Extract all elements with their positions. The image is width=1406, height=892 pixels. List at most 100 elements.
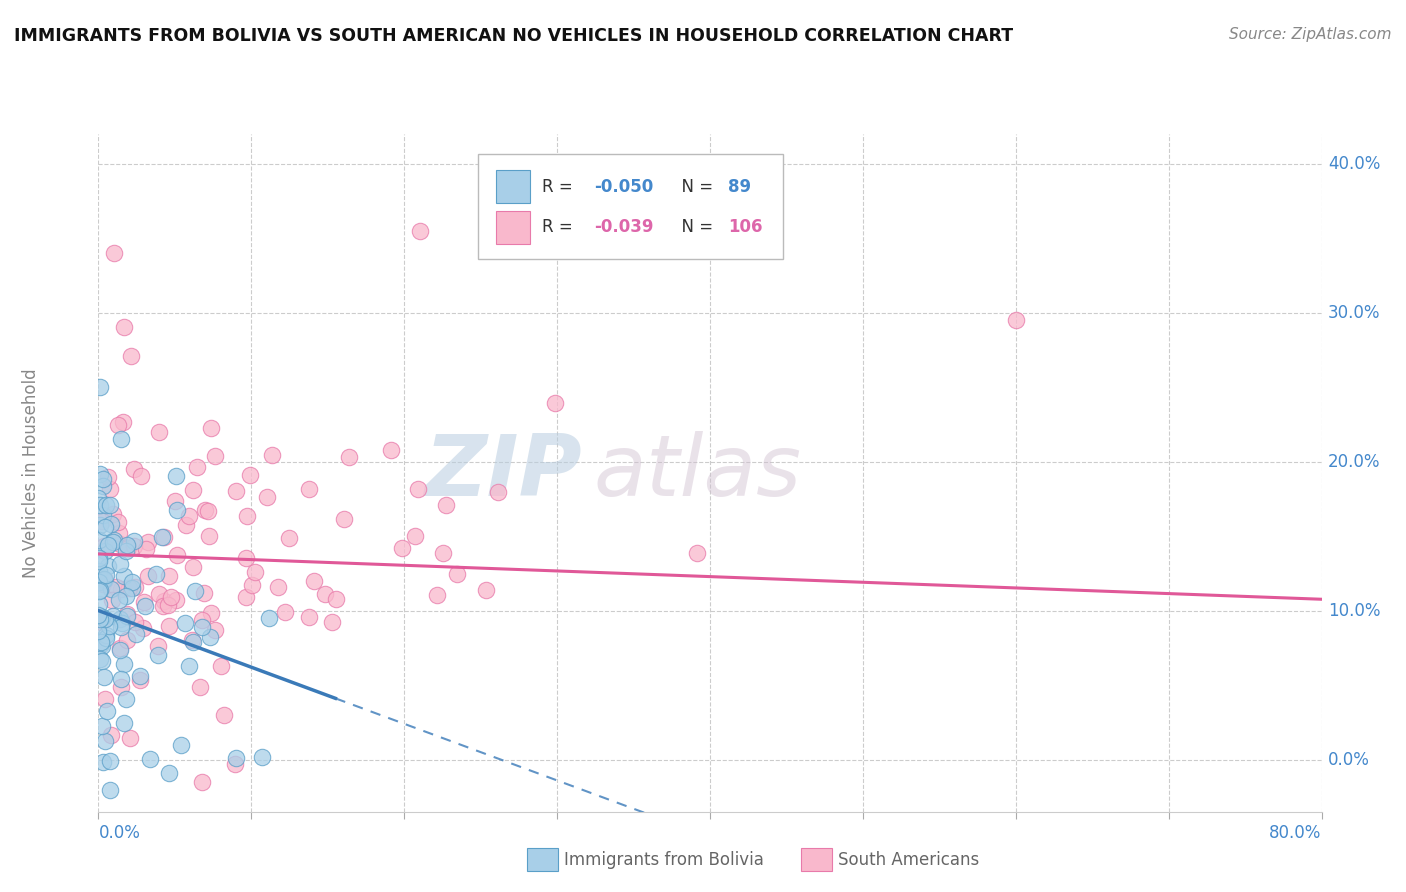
- Point: [124, 615, 146, 630]
- Point: [124, 580, 146, 594]
- Point: [94, 568, 117, 582]
- Point: [87, 533, 110, 548]
- Point: [128, 669, 150, 683]
- Text: Source: ZipAtlas.com: Source: ZipAtlas.com: [1229, 27, 1392, 42]
- Text: 106: 106: [728, 219, 763, 236]
- Text: IMMIGRANTS FROM BOLIVIA VS SOUTH AMERICAN NO VEHICLES IN HOUSEHOLD CORRELATION C: IMMIGRANTS FROM BOLIVIA VS SOUTH AMERICA…: [14, 27, 1014, 45]
- Point: [89, 582, 111, 597]
- Point: [132, 621, 155, 635]
- Point: [200, 421, 222, 435]
- Point: [115, 544, 138, 558]
- Point: [380, 443, 402, 458]
- Point: [132, 595, 155, 609]
- Point: [148, 587, 170, 601]
- Point: [110, 537, 132, 551]
- Point: [176, 518, 198, 533]
- Point: [186, 459, 208, 474]
- Point: [125, 627, 148, 641]
- Point: [94, 631, 117, 645]
- Point: [94, 520, 117, 534]
- Point: [160, 590, 183, 604]
- Text: South Americans: South Americans: [838, 851, 979, 869]
- Point: [135, 541, 157, 556]
- Point: [89, 612, 111, 626]
- Point: [107, 515, 129, 529]
- Point: [87, 624, 110, 638]
- Point: [103, 533, 125, 548]
- Point: [110, 620, 132, 634]
- Point: [93, 670, 115, 684]
- Point: [117, 541, 139, 555]
- Point: [432, 546, 454, 560]
- Point: [177, 659, 200, 673]
- Point: [117, 607, 139, 622]
- Point: [97, 559, 120, 574]
- Point: [112, 319, 135, 334]
- FancyBboxPatch shape: [478, 154, 783, 260]
- Point: [129, 469, 152, 483]
- Point: [115, 590, 138, 604]
- Point: [122, 534, 145, 549]
- Point: [108, 525, 131, 540]
- Point: [98, 619, 121, 633]
- Point: [156, 599, 179, 613]
- Text: 30.0%: 30.0%: [1327, 303, 1381, 322]
- Point: [97, 469, 120, 483]
- Point: [101, 508, 124, 522]
- Point: [110, 432, 132, 446]
- Point: [170, 738, 193, 752]
- Point: [333, 511, 356, 525]
- Point: [200, 631, 222, 645]
- Point: [224, 757, 246, 772]
- Text: No Vehicles in Household: No Vehicles in Household: [22, 368, 41, 578]
- Point: [235, 590, 257, 604]
- Point: [145, 567, 167, 582]
- Point: [87, 550, 110, 565]
- Point: [179, 508, 201, 523]
- Point: [426, 588, 449, 602]
- Point: [89, 380, 111, 394]
- Point: [446, 567, 468, 582]
- Point: [184, 584, 207, 599]
- Point: [118, 731, 141, 745]
- Point: [101, 592, 124, 607]
- Point: [181, 635, 204, 649]
- Point: [157, 569, 180, 583]
- FancyBboxPatch shape: [496, 170, 530, 203]
- Point: [93, 572, 115, 586]
- Text: -0.039: -0.039: [593, 219, 654, 236]
- Point: [157, 618, 180, 632]
- Point: [129, 673, 152, 688]
- Point: [250, 749, 273, 764]
- Point: [262, 448, 284, 462]
- Point: [181, 632, 204, 647]
- Point: [115, 692, 138, 706]
- Point: [87, 491, 110, 506]
- Point: [100, 517, 122, 532]
- Text: 0.0%: 0.0%: [1327, 750, 1369, 769]
- Point: [96, 628, 118, 642]
- Point: [200, 606, 222, 620]
- Text: 20.0%: 20.0%: [1327, 452, 1381, 471]
- Point: [101, 535, 124, 549]
- Point: [115, 538, 138, 552]
- Point: [122, 539, 145, 553]
- Point: [91, 755, 114, 769]
- Point: [408, 224, 430, 238]
- Point: [91, 610, 114, 624]
- Text: N =: N =: [671, 219, 718, 236]
- Point: [174, 615, 197, 630]
- Point: [165, 469, 187, 483]
- Point: [87, 574, 110, 589]
- Point: [110, 582, 132, 596]
- Point: [197, 528, 219, 542]
- Point: [165, 593, 187, 607]
- Point: [204, 449, 226, 463]
- Point: [475, 583, 498, 598]
- Point: [110, 673, 132, 687]
- Point: [107, 592, 129, 607]
- Point: [686, 546, 709, 560]
- Point: [89, 518, 111, 533]
- Point: [166, 548, 188, 562]
- Point: [273, 605, 295, 619]
